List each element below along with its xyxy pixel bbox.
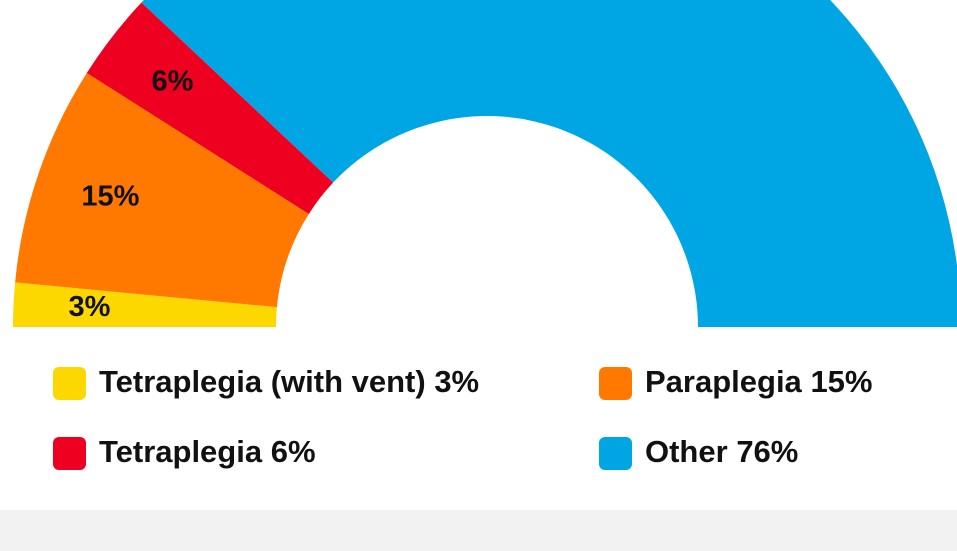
legend-swatch bbox=[53, 367, 86, 400]
legend-swatch bbox=[599, 367, 632, 400]
slice-label: 6% bbox=[152, 66, 194, 98]
legend-swatch bbox=[53, 437, 86, 470]
legend-swatch bbox=[599, 437, 632, 470]
legend-value: 6% bbox=[271, 434, 316, 469]
footer-band bbox=[0, 510, 957, 551]
legend-value: 15% bbox=[810, 364, 872, 399]
legend-value: 3% bbox=[434, 364, 479, 399]
slice-label: 15% bbox=[81, 181, 139, 213]
slice bbox=[13, 282, 277, 327]
legend-name: Other bbox=[645, 434, 728, 469]
legend-value: 76% bbox=[736, 434, 798, 469]
legend-text: Tetraplegia (with vent) 3% bbox=[99, 364, 479, 399]
legend-text: Tetraplegia 6% bbox=[99, 434, 316, 469]
slice bbox=[141, 0, 957, 327]
legend-name: Tetraplegia (with vent) bbox=[99, 364, 426, 399]
legend-text: Other 76% bbox=[645, 434, 798, 469]
slice bbox=[15, 73, 309, 308]
legend-name: Paraplegia bbox=[645, 364, 803, 399]
slice bbox=[86, 2, 334, 214]
legend-name: Tetraplegia bbox=[99, 434, 263, 469]
legend-text: Paraplegia 15% bbox=[645, 364, 872, 399]
slice-label: 3% bbox=[68, 291, 110, 323]
